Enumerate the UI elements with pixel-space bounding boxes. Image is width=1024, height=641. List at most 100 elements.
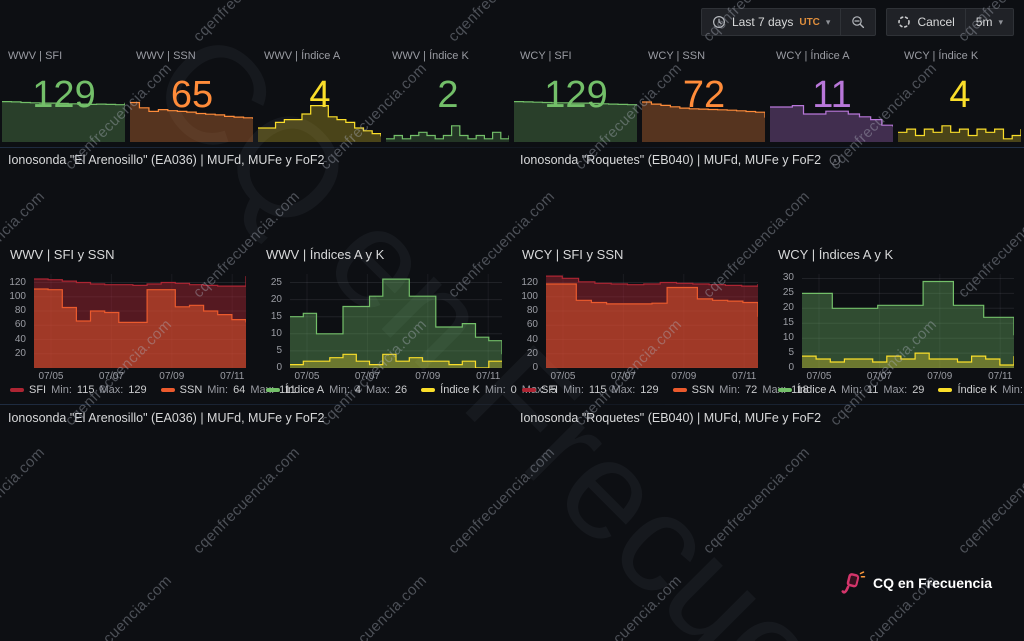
panel-header-arenosillo-bottom[interactable]: Ionosonda "El Arenosillo" (EA036) | MUFd… [0, 408, 512, 428]
stat-panel-title: WWV | Índice A [264, 50, 341, 62]
x-tick-label: 07/07 [866, 371, 892, 382]
legend-max-label: Max: [250, 384, 275, 396]
legend-swatch [421, 388, 436, 392]
legend-series-name: SSN [179, 384, 203, 396]
timeseries-panel-title[interactable]: WCY | SFI y SSN [522, 247, 624, 262]
legend-max-value: 26 [394, 384, 408, 396]
stat-panel[interactable]: WCY | Índice A 11 [768, 40, 896, 145]
legend-item[interactable]: Índice A Min: 4 Max: 26 [266, 384, 407, 396]
panel-header-roquetes-top[interactable]: Ionosonda "Roquetes" (EB040) | MUFd, MUF… [512, 150, 1024, 170]
stat-value: 11 [812, 74, 852, 116]
legend-max-label: Max: [762, 384, 787, 396]
legend-item[interactable]: SSN Min: 64 Max: 111 [160, 384, 296, 396]
panel-header-roquetes-bottom[interactable]: Ionosonda "Roquetes" (EB040) | MUFd, MUF… [512, 408, 1024, 428]
stat-panel[interactable]: WCY | Índice K 4 [896, 40, 1024, 145]
stat-panel-title: WCY | SFI [520, 50, 572, 62]
legend-series-name: Índice K [440, 384, 480, 396]
stat-sparkline [130, 100, 253, 142]
y-tick-label: 25 [782, 287, 794, 299]
refresh-interval-picker[interactable]: 5m ▾ [964, 9, 1013, 35]
legend-item[interactable]: SFI Min: 115 Max: 129 [10, 384, 147, 396]
y-tick-label: 20 [782, 302, 794, 314]
watermark-text: cqenfrecuencia.com [0, 0, 48, 45]
refresh-interval-label: 5m [975, 15, 993, 29]
x-axis-labels: 07/05 07/07 07/09 07/11 [290, 371, 502, 384]
x-tick-label: 07/11 [476, 371, 501, 382]
legend-item[interactable]: SFI Min: 115 Max: 129 [522, 384, 659, 396]
chart-legend: Índice A Min: 11 Max: 29 Índice K Min: 1… [778, 384, 1024, 396]
panel-header-label: Ionosonda "Roquetes" (EB040) | MUFd, MUF… [520, 153, 822, 167]
legend-item[interactable]: Índice K Min: 1 Max: 5 [938, 384, 1024, 396]
stat-panel[interactable]: WCY | SSN 72 [640, 40, 768, 145]
y-tick-label: 60 [526, 319, 538, 331]
stat-panel-title: WCY | SSN [648, 50, 706, 62]
panel-header-arenosillo-top[interactable]: Ionosonda "El Arenosillo" (EA036) | MUFd… [0, 150, 512, 170]
x-tick-label: 07/11 [732, 371, 757, 382]
stat-panel[interactable]: WWV | SSN 65 [128, 40, 256, 145]
legend-min-label: Min: [1002, 384, 1023, 396]
chart-legend: SFI Min: 115 Max: 129 SSN Min: 72 Max: 1… [522, 384, 809, 396]
legend-max-label: Max: [99, 384, 124, 396]
watermark-text: cqenfrecuencia.com [189, 443, 304, 558]
stat-value: 129 [544, 74, 608, 116]
y-tick-label: 5 [788, 347, 794, 359]
row-separator [0, 147, 1024, 148]
legend-item[interactable]: Índice A Min: 11 Max: 29 [778, 384, 924, 396]
stat-panel-title: WCY | Índice A [776, 50, 850, 62]
legend-item[interactable]: SSN Min: 72 Max: 118 [672, 384, 809, 396]
legend-series-name: Índice A [797, 384, 837, 396]
stat-panel[interactable]: WWV | SFI 129 [0, 40, 128, 145]
stat-value: 2 [437, 74, 459, 116]
stat-panel[interactable]: WWV | Índice A 4 [256, 40, 384, 145]
timeseries-panel: WCY | Índices A y K 0 5 10 15 20 25 30 07/05 07… [768, 238, 1024, 400]
x-tick-label: 07/05 [38, 371, 64, 382]
stat-panel[interactable]: WCY | SFI 129 [512, 40, 640, 145]
zoom-out-button[interactable] [840, 9, 875, 35]
legend-min-value: 4 [354, 384, 362, 396]
plot-area[interactable] [290, 274, 502, 368]
legend-max-value: 5 [550, 384, 557, 396]
watermark-text: cqenfrecuencia.com [954, 443, 1024, 558]
y-tick-label: 30 [782, 272, 794, 284]
y-tick-label: 0 [788, 362, 794, 373]
x-tick-label: 07/09 [159, 371, 185, 382]
loading-spinner-icon [898, 16, 911, 28]
legend-swatch [522, 388, 536, 392]
legend-max-value: 129 [640, 384, 659, 396]
stat-value: 65 [170, 74, 214, 116]
plot-area[interactable] [546, 274, 758, 368]
timeseries-panel-title[interactable]: WWV | SFI y SSN [10, 247, 115, 262]
y-axis-labels: 20 40 60 80 100 120 [0, 274, 30, 368]
y-tick-label: 40 [526, 333, 538, 345]
stat-panel-title: WWV | SFI [8, 50, 63, 62]
time-range-picker[interactable]: Last 7 days UTC ▾ [702, 9, 840, 35]
watermark-text: cqenfrecuencia.com [61, 571, 176, 641]
y-tick-label: 25 [270, 276, 282, 288]
stat-panel[interactable]: WWV | Índice K 2 [384, 40, 512, 145]
plot-area[interactable] [34, 274, 246, 368]
legend-max-label: Max: [883, 384, 908, 396]
legend-max-value: 118 [791, 384, 809, 396]
x-tick-label: 07/05 [294, 371, 320, 382]
panel-header-label: Ionosonda "El Arenosillo" (EA036) | MUFd… [8, 153, 325, 167]
stat-sparkline [258, 100, 381, 142]
y-tick-label: 120 [521, 276, 538, 288]
legend-min-label: Min: [841, 384, 862, 396]
y-tick-label: 120 [9, 276, 26, 288]
timeseries-panel-title[interactable]: WCY | Índices A y K [778, 247, 894, 262]
stat-sparkline [386, 100, 509, 142]
legend-item[interactable]: Índice K Min: 0 Max: 5 [421, 384, 557, 396]
cancel-query-button[interactable]: Cancel [887, 9, 964, 35]
y-tick-label: 10 [782, 332, 794, 344]
timeseries-panel-title[interactable]: WWV | Índices A y K [266, 247, 385, 262]
panel-info-icon[interactable] [829, 154, 841, 166]
legend-max-value: 111 [279, 384, 296, 396]
plot-area[interactable] [802, 274, 1014, 368]
cancel-label: Cancel [917, 15, 955, 29]
legend-min-value: 0 [510, 384, 517, 396]
y-tick-label: 80 [526, 305, 538, 317]
y-tick-label: 15 [270, 310, 282, 322]
y-tick-label: 60 [14, 319, 26, 331]
legend-series-name: SFI [29, 384, 47, 396]
x-tick-label: 07/07 [610, 371, 636, 382]
